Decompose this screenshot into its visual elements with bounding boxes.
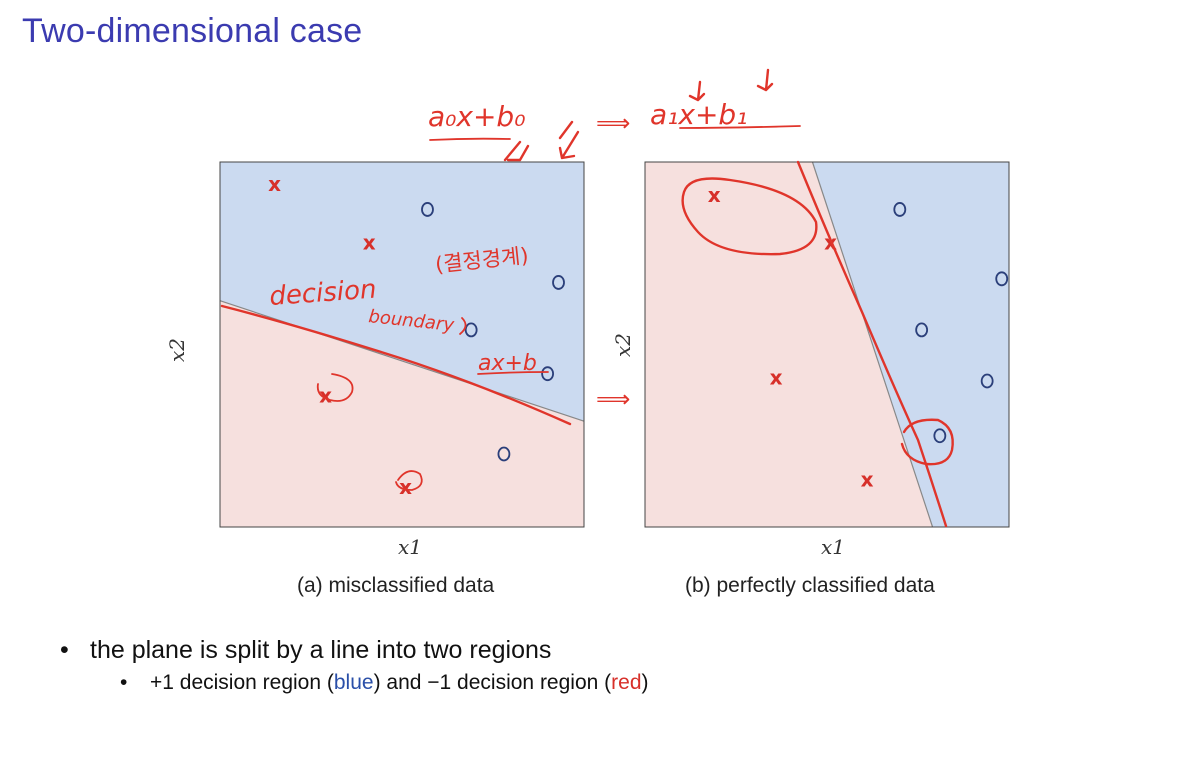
- formula-a0x-b0: a₀x+b₀: [428, 100, 525, 133]
- circle-mark: [395, 470, 423, 491]
- caption-a: (a) misclassified data: [297, 574, 495, 597]
- underline-mark: [429, 137, 511, 141]
- arrow-mark: [558, 130, 580, 160]
- x-marker: x: [363, 230, 376, 254]
- x-marker: x: [268, 172, 281, 196]
- down-arrow-mark: [688, 80, 706, 102]
- data-points: x x x x: [268, 172, 565, 499]
- plot-frame: [219, 161, 585, 528]
- slide-title: Two-dimensional case: [22, 12, 363, 50]
- x-axis-label-a: x1: [398, 535, 422, 559]
- o-marker: [893, 202, 907, 217]
- implies-arrow: ⟹: [596, 109, 630, 137]
- y-axis-label-a: x2: [165, 338, 189, 362]
- negative-region: [220, 300, 584, 527]
- bullet-prefix: +1 decision region (: [150, 671, 334, 694]
- blue-word: blue: [333, 671, 374, 694]
- x-marker: x: [319, 384, 332, 408]
- underline-mark: [679, 125, 801, 129]
- arrow-mark: [503, 140, 530, 162]
- o-marker: [552, 275, 565, 290]
- circle-mark: [681, 177, 818, 256]
- x-marker: x: [861, 468, 874, 492]
- negative-region: [645, 162, 933, 527]
- decision-word: decision: [268, 275, 377, 312]
- o-marker: [915, 322, 929, 338]
- positive-region: [812, 162, 1009, 527]
- o-marker: [995, 271, 1009, 287]
- circle-mark: [900, 418, 954, 466]
- x-marker: x: [770, 365, 783, 389]
- circle-mark: [316, 373, 354, 402]
- implies-arrow: ⟹: [596, 385, 630, 413]
- y-axis-label-b: x2: [611, 333, 635, 357]
- bullet-level2: +1 decision region (blue) and −1 decisio…: [120, 671, 649, 695]
- x-axis-label-b: x1: [821, 535, 845, 559]
- bullet-middle: ) and −1 decision region (: [373, 671, 612, 694]
- stroke-mark: [459, 317, 467, 335]
- x-marker: x: [399, 475, 412, 499]
- underline-mark: [477, 371, 549, 375]
- decision-boundary-line: [811, 161, 934, 528]
- o-marker: [464, 322, 478, 338]
- handwritten-annotations: a₀x+b₀ ⟹ a₁x+b₁ decision boundary (결정경계)…: [220, 68, 954, 528]
- x-marker: x: [708, 183, 721, 207]
- caption-b: (b) perfectly classified data: [685, 574, 935, 597]
- formula-a1x-b1: a₁x+b₁: [650, 98, 747, 131]
- bullet-level1: the plane is split by a line into two re…: [60, 636, 649, 665]
- drawn-boundary-a: [220, 304, 572, 426]
- drawn-boundary-b: [796, 160, 948, 528]
- slash-mark: [558, 120, 574, 140]
- bullet-list: the plane is split by a line into two re…: [60, 636, 649, 695]
- bullet-text: the plane is split by a line into two re…: [90, 636, 552, 664]
- down-arrow-mark: [756, 68, 774, 92]
- red-word: red: [611, 671, 642, 694]
- o-marker: [541, 366, 554, 382]
- plot-frame: [644, 161, 1010, 528]
- figures-canvas: x x x x x x x x x1 x2 x1 x2 a₀x+b₀ ⟹ a₁x+b₁ de…: [165, 68, 1010, 559]
- o-marker: [980, 373, 994, 389]
- panel-a: x x x x: [219, 161, 585, 528]
- o-marker: [933, 428, 947, 444]
- o-marker: [421, 202, 434, 217]
- o-marker: [497, 446, 511, 462]
- positive-region: [220, 162, 584, 422]
- bullet-suffix: ): [641, 671, 649, 694]
